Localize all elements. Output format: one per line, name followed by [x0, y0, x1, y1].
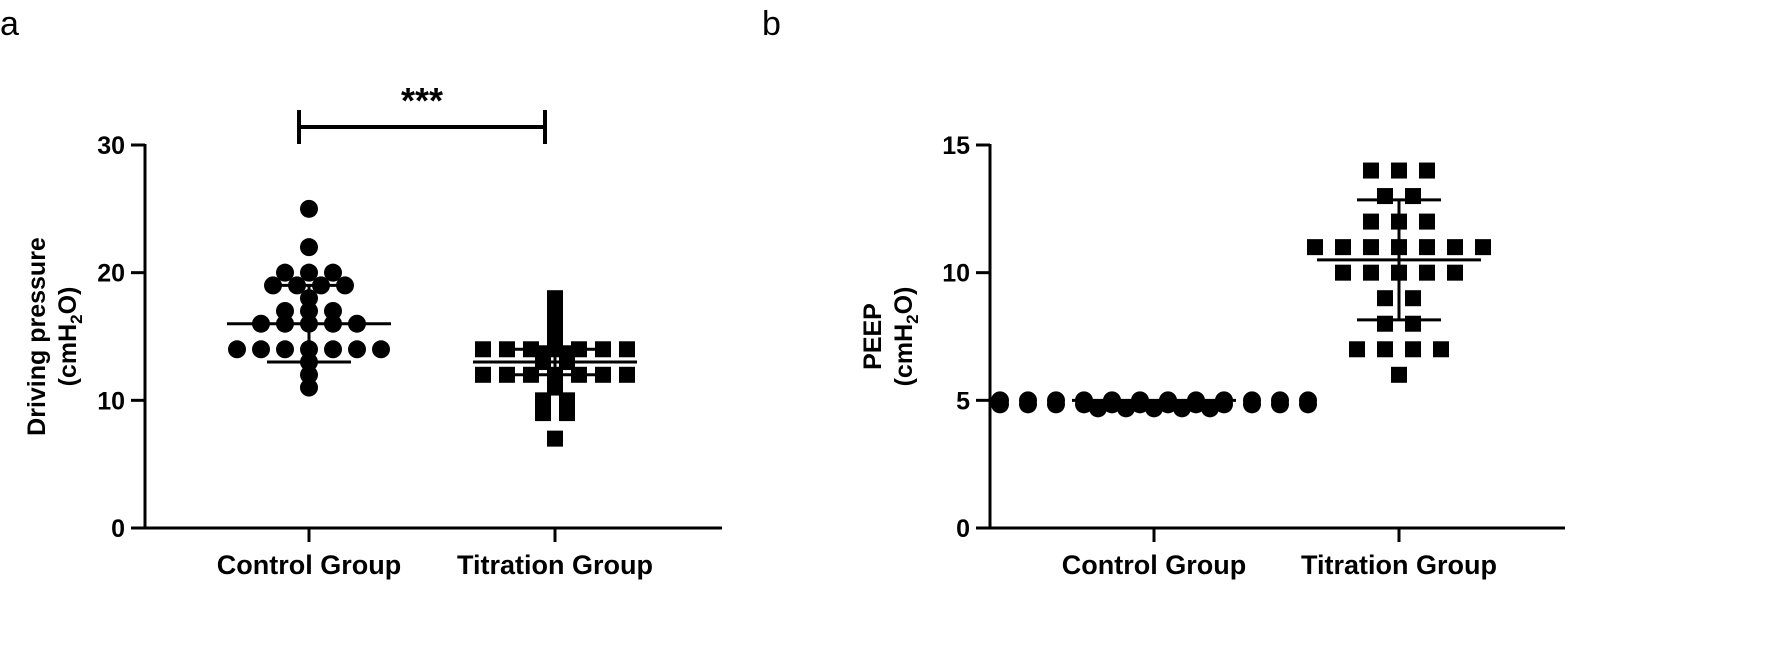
data-point-control-group — [300, 365, 318, 384]
data-point-control-group — [1117, 399, 1135, 418]
data-point-control-group — [300, 263, 318, 282]
data-point-control-group — [324, 263, 342, 282]
data-point-control-group — [1271, 395, 1289, 414]
data-point-titration-group — [1419, 264, 1435, 281]
data-point-titration-group — [1377, 341, 1393, 358]
y-axis-title: Driving pressure — [23, 237, 51, 436]
data-point-titration-group — [547, 302, 563, 319]
y-axis-unit: (cmH2O) — [54, 287, 86, 387]
data-point-control-group — [252, 340, 270, 359]
data-point-titration-group — [595, 341, 611, 358]
data-point-titration-group — [547, 379, 563, 396]
data-point-titration-group — [547, 430, 563, 447]
data-point-control-group — [1019, 395, 1037, 414]
data-point-titration-group — [1307, 239, 1323, 256]
data-point-titration-group — [1475, 239, 1491, 256]
data-point-control-group — [228, 340, 246, 359]
data-point-control-group — [1243, 395, 1261, 414]
data-point-titration-group — [535, 392, 551, 409]
data-point-titration-group — [1377, 315, 1393, 332]
y-tick-label: 5 — [956, 387, 970, 415]
data-point-control-group — [991, 395, 1009, 414]
data-point-titration-group — [1419, 162, 1435, 179]
data-point-titration-group — [1377, 188, 1393, 205]
data-point-control-group — [1145, 399, 1163, 418]
data-point-titration-group — [1363, 264, 1379, 281]
data-point-control-group — [1201, 399, 1219, 418]
data-point-control-group — [276, 340, 294, 359]
data-point-titration-group — [1363, 239, 1379, 256]
y-tick-label: 30 — [97, 132, 125, 160]
data-point-control-group — [300, 378, 318, 397]
data-point-titration-group — [547, 290, 563, 307]
x-category-label-control-group: Control Group — [1062, 550, 1246, 580]
data-point-titration-group — [475, 341, 491, 358]
data-point-titration-group — [1405, 188, 1421, 205]
y-tick-label: 0 — [956, 515, 970, 543]
data-point-titration-group — [475, 366, 491, 383]
data-point-titration-group — [619, 341, 635, 358]
data-point-titration-group — [1405, 315, 1421, 332]
y-axis-unit: (cmH2O) — [890, 287, 922, 387]
data-point-control-group — [348, 340, 366, 359]
data-point-titration-group — [619, 366, 635, 383]
panel-letter: a — [0, 5, 19, 43]
data-point-titration-group — [547, 315, 563, 332]
data-point-control-group — [324, 301, 342, 320]
data-point-titration-group — [1363, 162, 1379, 179]
data-point-titration-group — [595, 366, 611, 383]
data-point-titration-group — [1349, 341, 1365, 358]
data-point-control-group — [300, 199, 318, 218]
x-category-label-control-group: Control Group — [217, 550, 401, 580]
data-point-titration-group — [1363, 213, 1379, 230]
data-point-control-group — [1047, 395, 1065, 414]
data-point-titration-group — [1447, 264, 1463, 281]
data-point-titration-group — [1391, 366, 1407, 383]
data-point-titration-group — [1391, 162, 1407, 179]
panel-letter: b — [762, 5, 781, 43]
data-point-control-group — [372, 340, 390, 359]
data-point-control-group — [1299, 395, 1317, 414]
data-point-control-group — [276, 301, 294, 320]
data-point-control-group — [276, 263, 294, 282]
data-point-control-group — [324, 340, 342, 359]
data-point-titration-group — [1335, 239, 1351, 256]
x-category-label-titration-group: Titration Group — [1301, 550, 1497, 580]
data-point-titration-group — [1433, 341, 1449, 358]
data-point-titration-group — [1405, 341, 1421, 358]
y-tick-label: 0 — [111, 515, 125, 543]
y-tick-label: 20 — [97, 260, 125, 288]
data-point-titration-group — [1419, 239, 1435, 256]
panel-b-peep: b 0 5 10 15 Control Group Titration Group PEEP(… — [762, 5, 1565, 580]
y-tick-label: 10 — [97, 387, 125, 415]
x-category-label-titration-group: Titration Group — [457, 550, 653, 580]
data-point-titration-group — [1335, 264, 1351, 281]
data-point-control-group — [1089, 399, 1107, 418]
data-point-titration-group — [535, 405, 551, 422]
significance-label: *** — [401, 80, 443, 121]
data-point-titration-group — [1405, 290, 1421, 307]
data-point-titration-group — [559, 405, 575, 422]
data-point-titration-group — [1447, 239, 1463, 256]
data-point-titration-group — [1377, 290, 1393, 307]
y-tick-label: 15 — [942, 132, 970, 160]
data-point-control-group — [1173, 399, 1191, 418]
data-point-titration-group — [559, 392, 575, 409]
data-point-titration-group — [499, 341, 515, 358]
data-point-titration-group — [1419, 213, 1435, 230]
data-point-control-group — [300, 238, 318, 257]
y-axis-title: PEEP — [859, 303, 887, 370]
data-point-titration-group — [499, 366, 515, 383]
data-point-titration-group — [547, 328, 563, 345]
panel-a-driving-pressure: a 0 10 20 30 Control Group Titration Group Driv… — [0, 5, 722, 580]
y-tick-label: 10 — [942, 260, 970, 288]
